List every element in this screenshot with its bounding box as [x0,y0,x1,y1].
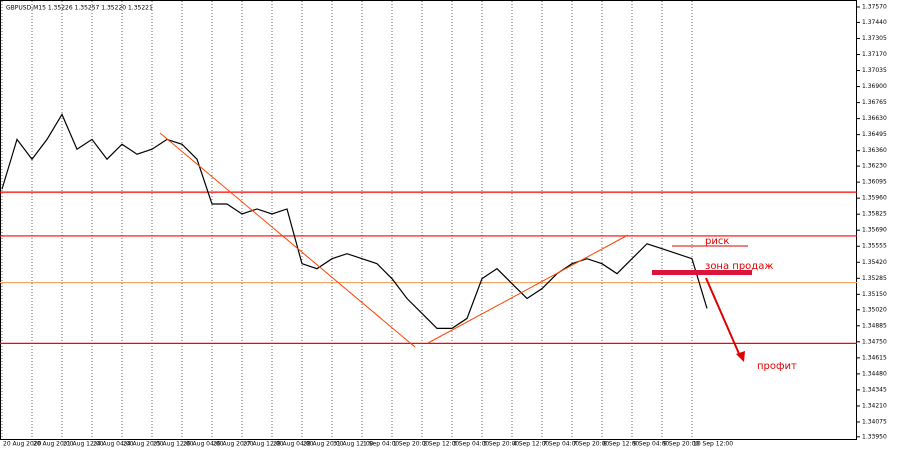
drawings: риск зона продаж профит [159,132,797,372]
y-tick-label: 1.36900 [862,83,887,90]
y-tick-label: 1.35825 [862,211,887,218]
y-tick-label: 1.35150 [862,291,887,298]
x-tick-label: 25 Aug 12:00 [153,441,194,448]
plot-frame [0,0,857,440]
x-tick-label: 24 Aug 04:00 [93,441,134,448]
x-tick-label: 20 Aug 2020 [3,441,42,448]
y-tick-label: 1.37305 [862,35,887,42]
x-tick-label: 26 Aug 04:00 [183,441,224,448]
x-tick-label: 27 Aug 12:00 [243,441,284,448]
y-tick-label: 1.34615 [862,354,887,361]
x-tick-label: 10 Sep 12:00 [693,441,733,448]
x-tick-label: 4 Sep 12:00 [513,441,549,448]
annotation: профит [757,361,797,372]
arrow [705,277,741,357]
x-tick-label: 3 Sep 04:00 [453,441,489,448]
x-tick-label: 2 Sep 12:00 [423,441,459,448]
x-tick-label: 1 Sep 04:00 [363,441,399,448]
y-tick-label: 1.33950 [862,433,887,440]
x-tick-label: 26 Aug 20:00 [213,441,254,448]
x-tick-label: 7 Sep 04:00 [543,441,579,448]
y-tick-label: 1.36095 [862,179,887,186]
trend-line [159,132,416,348]
price-line [1,113,708,330]
y-tick-label: 1.36495 [862,131,887,138]
y-tick-label: 1.36230 [862,163,887,170]
y-tick-label: 1.37570 [862,4,887,11]
x-tick-label: 31 Aug 12:00 [333,441,374,448]
arrow-head [736,351,745,362]
y-tick-label: 1.34885 [862,322,887,329]
y-tick-label: 1.36360 [862,147,887,154]
x-tick-label: 3 Sep 20:00 [483,441,519,448]
x-tick-label: 28 Aug 20:00 [303,441,344,448]
trend-line [427,234,629,344]
x-tick-label: 20 Aug 20:00 [33,441,74,448]
x-tick-label: 28 Aug 04:00 [273,441,314,448]
y-tick-label: 1.36765 [862,99,887,106]
x-tick-label: 9 Sep 04:00 [633,441,669,448]
y-tick-label: 1.35020 [862,306,887,313]
x-tick-label: 24 Aug 20:00 [123,441,164,448]
y-tick-label: 1.37440 [862,19,887,26]
chart-title: GBPUSD,M15 1.35226 1.35257 1.35220 1.352… [6,5,153,12]
y-tick-label: 1.34345 [862,386,887,393]
annotation: риск [705,236,729,247]
y-tick-label: 1.35690 [862,227,887,234]
x-tick-label: 1 Sep 20:00 [393,441,429,448]
y-tick-label: 1.37170 [862,51,887,58]
y-tick-label: 1.34750 [862,338,887,345]
y-tick-label: 1.35285 [862,275,887,282]
y-tick-label: 1.37035 [862,67,887,74]
y-tick-label: 1.34075 [862,418,887,425]
y-tick-label: 1.35555 [862,243,887,250]
y-tick-label: 1.34210 [862,402,887,409]
x-tick-label: 9 Sep 20:00 [663,441,699,448]
y-tick-label: 1.35420 [862,259,887,266]
annotation: зона продаж [705,261,773,272]
sell-zone [652,270,752,275]
y-tick-label: 1.36630 [862,115,887,122]
y-tick-label: 1.34480 [862,370,887,377]
x-tick-label: 7 Sep 20:00 [573,441,609,448]
y-tick-label: 1.35960 [862,195,887,202]
x-tick-label: 8 Sep 12:00 [603,441,639,448]
x-tick-label: 21 Aug 12:00 [63,441,104,448]
